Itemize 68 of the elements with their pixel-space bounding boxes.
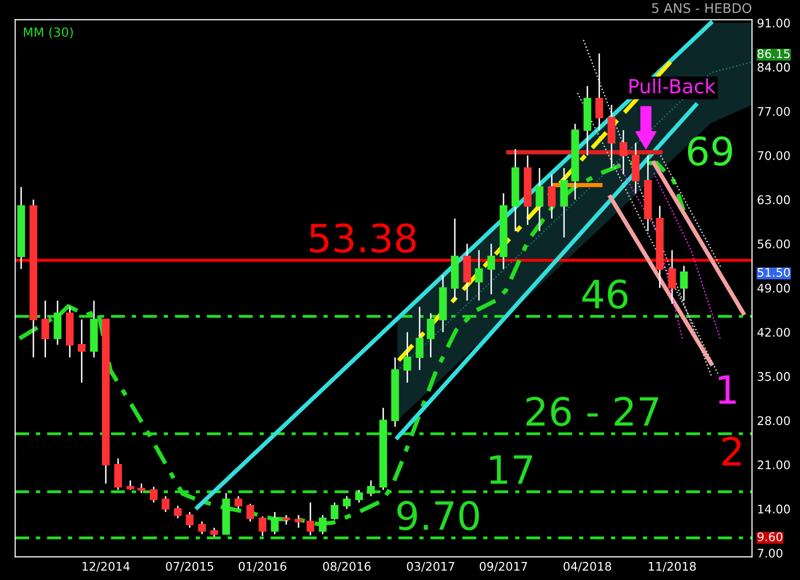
candlestick [306,502,314,536]
candlestick [282,514,290,526]
candlestick [162,496,170,513]
y-tick-label: 91.00 [758,18,790,28]
y-tick-label: 56.00 [758,239,790,248]
annotation: 46 [582,279,628,309]
candlestick [270,511,279,535]
candlestick [258,516,266,537]
candlestick [126,480,134,491]
candlestick [198,520,206,535]
candlestick [330,502,338,520]
annotation: 17 [490,455,532,484]
candlestick [114,458,122,491]
annotation: 53.38 [310,223,416,253]
candlestick [548,174,556,220]
x-tick-label: 04/2018 [564,562,612,572]
y-tick-label: 77.00 [758,106,790,116]
candlestick [620,129,628,176]
candlestick [138,482,146,494]
y-tick-label: 35.00 [758,372,790,381]
y-tick-label: 9.60 [758,532,782,542]
y-tick-label: 42.00 [757,328,790,337]
candlestick [680,265,688,302]
text: MM (30) [24,27,73,38]
y-tick-label: 7.00 [758,548,782,558]
candlestick [403,331,412,384]
x-tick-label: 03/2017 [406,562,454,572]
candlestick [355,489,363,504]
y-tick-label: 86.15 [758,49,790,58]
candlestick [668,249,676,304]
annotation: 69 [688,136,732,166]
annotation: 1 [718,375,736,404]
y-tick-label: 84.00 [758,62,790,72]
candlestick [595,52,604,131]
y-tick-label: 51.50 [758,268,790,277]
y-tick-label: 49.00 [757,284,790,293]
x-tick-label: 11/2018 [648,562,696,572]
candlestick [367,480,375,497]
x-tick-label: 01/2016 [238,562,286,572]
y-tick-label: 14.00 [758,504,790,514]
candlestick [294,514,302,528]
candlestick [342,496,351,510]
candlestick [174,504,182,519]
candlestick [234,496,242,510]
y-tick-label: 70.00 [758,151,790,160]
annotation: 9.70 [397,500,479,530]
annotation: 26 - 27 [526,396,658,426]
candlestick [487,243,496,295]
y-tick-label: 63.00 [758,195,790,204]
candlestick [186,511,194,528]
candlestick [78,318,86,384]
chart-subtitle: 5 ANS - HEBDO [652,3,752,14]
x-tick-label: 08/2016 [323,562,371,572]
candlestick [416,306,424,371]
candlestick [41,300,50,358]
candlestick [318,514,327,535]
candlestick [150,486,158,504]
candlestick [536,167,544,232]
x-tick-label: 12/2014 [82,562,130,572]
annotation: 2 [722,436,741,466]
x-tick-label: 07/2015 [166,562,214,572]
candlestick [246,503,254,522]
candlestick [426,312,435,358]
y-tick-label: 28.00 [758,416,790,426]
candlestick [475,249,483,302]
y-tick-label: 21.00 [758,460,790,470]
x-tick-label: 09/2017 [480,562,528,572]
annotation: Pull-Back [630,78,716,94]
